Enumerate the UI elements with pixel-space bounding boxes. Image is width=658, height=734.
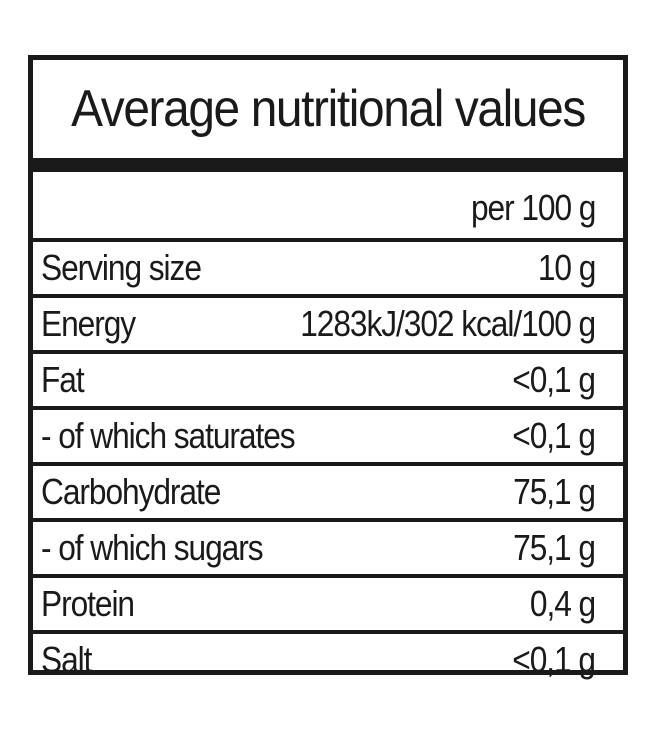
row-value: 10 g [537, 247, 597, 288]
row-label: Energy [41, 303, 136, 344]
row-value: 0,4 g [529, 583, 596, 624]
row-label: - of which saturates [41, 415, 296, 456]
row-value: 1283kJ/302 kcal/100 g [300, 303, 596, 344]
table-row-energy: Energy 1283kJ/302 kcal/100 g [33, 294, 623, 350]
table-row-sugars: - of which sugars 75,1 g [33, 518, 623, 574]
table-row-carbohydrate: Carbohydrate 75,1 g [33, 462, 623, 518]
row-label: Carbohydrate [41, 471, 221, 512]
row-value: <0,1 g [512, 415, 596, 456]
title-divider [33, 158, 623, 172]
row-label: Serving size [41, 247, 202, 288]
row-value: 75,1 g [513, 471, 596, 512]
nutrition-label: Average nutritional values per 100 g Ser… [28, 55, 628, 680]
row-label: - of which sugars [41, 527, 264, 568]
nutrition-table: per 100 g Serving size 10 g Energy 1283k… [33, 172, 623, 686]
table-row-saturates: - of which saturates <0,1 g [33, 406, 623, 462]
row-value: <0,1 g [512, 639, 596, 680]
row-label: Protein [41, 583, 135, 624]
row-label: Salt [41, 639, 92, 680]
per-100g-header: per 100 g [470, 187, 596, 228]
table-row-fat: Fat <0,1 g [33, 350, 623, 406]
table-header-row: per 100 g [33, 172, 623, 238]
table-row-protein: Protein 0,4 g [33, 574, 623, 630]
row-value: 75,1 g [513, 527, 596, 568]
row-label: Fat [41, 359, 85, 400]
table-row-salt: Salt <0,1 g [33, 630, 623, 686]
label-title: Average nutritional values [71, 80, 586, 138]
table-row-serving-size: Serving size 10 g [33, 238, 623, 294]
row-value: <0,1 g [512, 359, 596, 400]
